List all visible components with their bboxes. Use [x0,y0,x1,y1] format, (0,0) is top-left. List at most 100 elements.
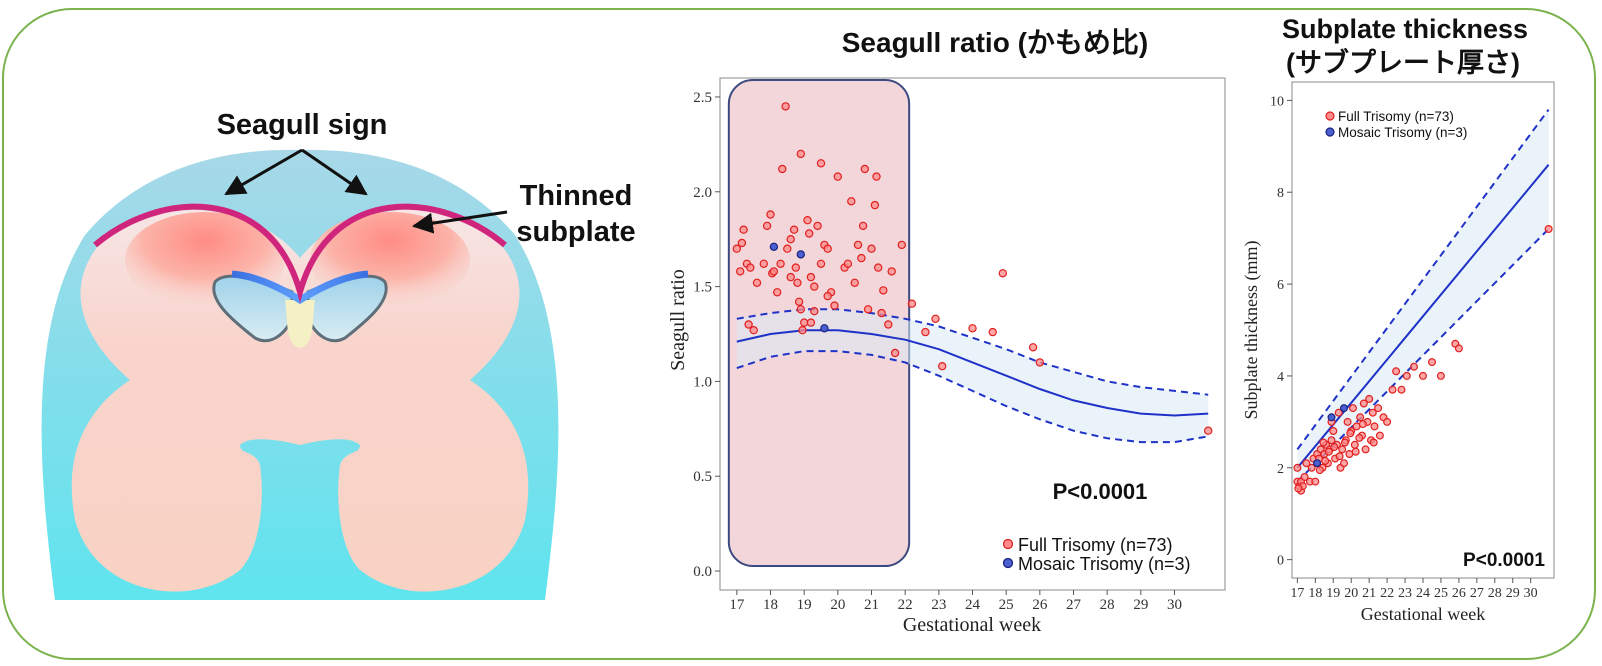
seagull-arrow-right [301,148,368,196]
full-trisomy-point [1334,408,1343,417]
full-trisomy-point [1388,385,1397,394]
chart1-legend-mosaic-label: Mosaic Trisomy (n=3) [1018,554,1191,574]
full-trisomy-point [739,225,748,234]
chart2-upper-bound-line [1296,109,1550,450]
full-trisomy-point [1374,404,1383,413]
chart1-points [732,102,1213,435]
y-tick-label: 1.0 [693,374,712,390]
chart1-legend-mosaic-marker [1002,557,1014,569]
chart1-title: Seagull ratio (かもめ比) [842,27,1148,58]
chart2-x-ticks: 17 18 19 20 21 22 23 24 25 26 27 28 29 30 [1290,578,1538,601]
full-trisomy-point [1436,371,1445,380]
full-trisomy-point [762,221,772,231]
x-tick-label: 20 [1344,586,1358,601]
full-trisomy-point [810,282,819,291]
full-trisomy-point [1338,445,1347,454]
chart1-x-ticks: 17 18 19 20 21 22 23 24 25 26 27 28 29 30 [729,590,1182,613]
full-trisomy-point [853,240,863,250]
full-trisomy-point [810,307,819,316]
full-trisomy-point [1358,420,1367,429]
chart1-legend-full-marker [1002,538,1014,550]
full-trisomy-point [867,244,876,253]
full-trisomy-point [1369,438,1378,447]
x-tick-label: 25 [1434,586,1448,601]
full-trisomy-point [1402,371,1411,380]
chart1-confidence-band [736,309,1209,443]
full-trisomy-point [1375,431,1384,440]
chart2-fit-line [1296,164,1550,469]
full-trisomy-point [1418,371,1427,380]
diagram-annotations: Seagull sign Thinned subplate [217,109,636,248]
full-trisomy-point [1311,477,1320,486]
full-trisomy-point [816,159,826,168]
x-tick-label: 19 [1326,586,1340,601]
x-tick-label: 28 [1100,597,1115,613]
full-trisomy-point [1343,417,1352,426]
full-trisomy-point [773,288,782,297]
chart1-ylabel: Seagull ratio [667,269,689,371]
full-trisomy-point [791,263,801,272]
full-trisomy-point [870,200,880,210]
seagull-sign-curve [93,203,507,304]
y-tick-label: 1.5 [693,280,712,296]
full-trisomy-point [968,324,977,333]
y-tick-label: 10 [1270,94,1284,109]
full-trisomy-point [1359,399,1368,408]
full-trisomy-point [1319,438,1328,447]
x-tick-label: 26 [1452,586,1466,601]
x-tick-label: 21 [864,597,879,613]
full-trisomy-point [737,238,747,248]
chart2-xlabel: Gestational week [1361,604,1485,624]
y-tick-label: 0 [1277,554,1284,569]
x-tick-label: 17 [1290,586,1304,601]
figure-frame [2,8,1596,660]
x-tick-label: 27 [1470,586,1484,601]
full-trisomy-point [931,314,940,323]
full-trisomy-point [1454,344,1463,353]
full-trisomy-point [847,197,856,206]
full-trisomy-point [1329,427,1338,436]
y-tick-label: 8 [1277,186,1284,201]
full-trisomy-point [786,272,795,282]
full-trisomy-point [794,297,804,306]
y-tick-label: 0.5 [693,469,712,485]
x-tick-label: 19 [797,597,812,613]
full-trisomy-point [1368,408,1377,417]
full-trisomy-point [781,102,790,111]
full-trisomy-point [850,278,859,287]
full-trisomy-point [1300,473,1309,482]
full-trisomy-point [1327,436,1336,445]
x-tick-label: 20 [830,597,845,613]
full-trisomy-point [897,240,907,250]
full-trisomy-point [823,244,832,253]
x-tick-label: 29 [1133,597,1148,613]
chart2-confidence-band [1297,109,1549,482]
full-trisomy-point [843,259,853,268]
full-trisomy-point [1293,463,1302,472]
chart1-p-value: P<0.0001 [1053,479,1148,504]
seagull-sign-label: Seagull sign [217,109,388,141]
full-trisomy-point [1340,438,1349,447]
full-trisomy-point [1544,225,1553,234]
x-tick-label: 26 [1032,597,1048,613]
full-trisomy-point [1330,443,1339,452]
x-tick-label: 18 [763,597,778,613]
full-trisomy-point [1339,459,1348,468]
thinned-label-line2: subplate [516,216,635,248]
full-trisomy-point [769,267,779,276]
full-trisomy-point [833,172,843,181]
full-trisomy-point [776,259,785,268]
full-trisomy-point [988,327,997,337]
full-trisomy-point [816,259,826,268]
full-trisomy-point [998,269,1008,278]
full-trisomy-point [783,244,792,253]
x-tick-label: 27 [1066,597,1082,613]
full-trisomy-point [1324,447,1333,456]
full-trisomy-point [884,320,893,329]
chart2-legend-mosaic-marker [1325,127,1335,137]
full-trisomy-point [744,320,753,329]
x-tick-label: 22 [898,597,913,613]
full-trisomy-point [806,318,816,327]
full-trisomy-point [789,225,799,234]
